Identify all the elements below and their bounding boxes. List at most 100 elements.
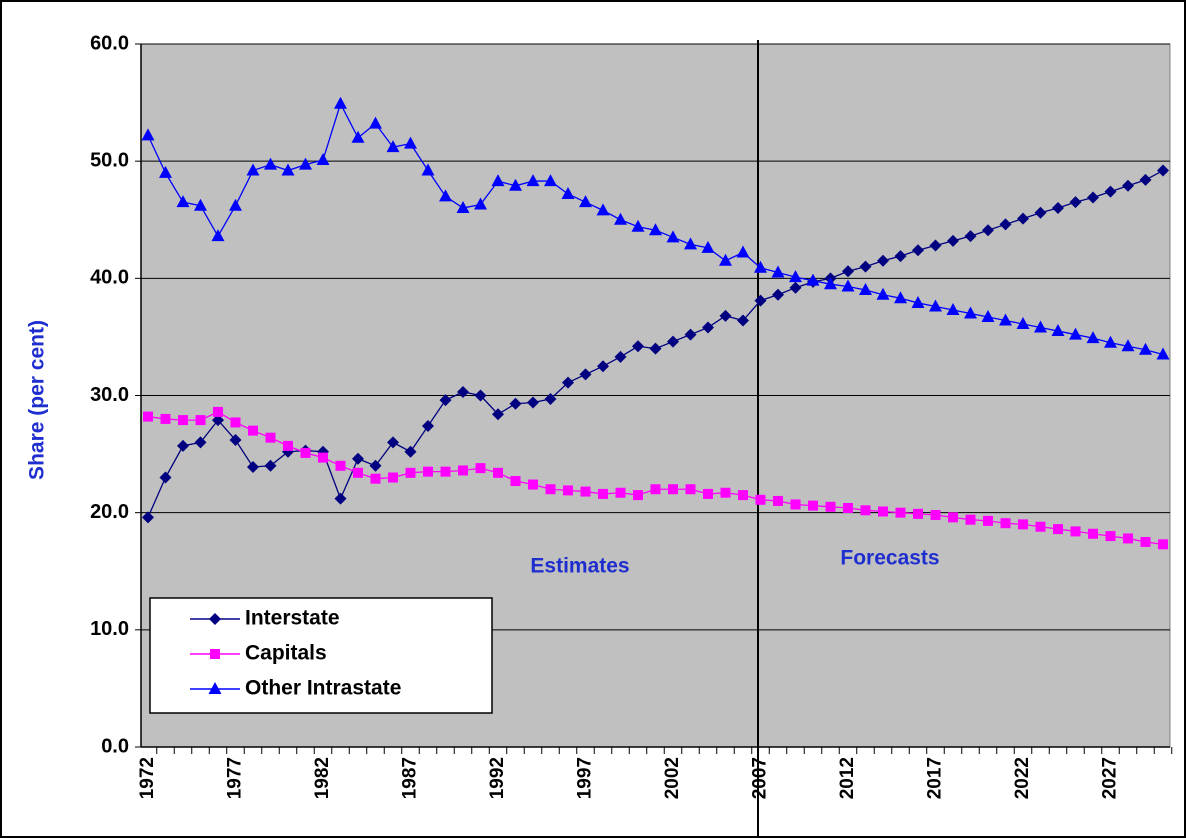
data-point <box>632 340 644 353</box>
data-point <box>491 174 505 187</box>
legend-label: Capitals <box>245 642 327 665</box>
data-point <box>369 459 382 472</box>
data-point <box>423 466 433 477</box>
data-point <box>300 447 311 458</box>
data-point <box>281 163 295 176</box>
data-point <box>1121 339 1135 352</box>
data-point <box>668 484 678 495</box>
data-point <box>1156 347 1170 360</box>
data-point <box>474 389 487 402</box>
data-point <box>1017 212 1029 225</box>
data-point <box>894 250 907 263</box>
data-point <box>1140 536 1151 547</box>
data-point <box>421 163 435 176</box>
data-point <box>265 432 276 443</box>
x-tick-label: 2002 <box>662 757 683 799</box>
data-point <box>527 396 539 409</box>
data-point <box>1139 342 1152 355</box>
data-point <box>895 507 906 518</box>
data-point <box>142 511 154 524</box>
data-point <box>1158 539 1168 550</box>
y-tick-label: 50.0 <box>90 149 129 171</box>
data-point <box>299 157 312 170</box>
data-point <box>1069 196 1082 209</box>
data-point <box>929 299 942 312</box>
data-point <box>1104 335 1117 348</box>
data-point <box>702 321 714 334</box>
data-point <box>194 198 207 211</box>
data-point <box>824 277 837 290</box>
data-point <box>264 459 277 472</box>
data-point <box>843 502 853 513</box>
legend-box <box>149 597 493 714</box>
data-point <box>649 223 662 236</box>
data-point <box>264 157 277 170</box>
data-point <box>806 273 820 286</box>
data-point <box>353 467 363 478</box>
data-point <box>474 197 487 210</box>
x-tick-label: 2007 <box>750 757 771 799</box>
data-point <box>580 486 591 497</box>
data-point <box>930 510 941 521</box>
data-point <box>911 295 925 308</box>
data-point <box>159 165 172 178</box>
x-tick-label: 1977 <box>225 757 246 799</box>
data-point <box>457 385 469 398</box>
data-point <box>771 265 785 278</box>
data-point <box>246 163 260 176</box>
data-point <box>510 476 521 487</box>
data-point <box>964 306 977 319</box>
data-point <box>773 495 783 506</box>
data-point <box>737 314 749 327</box>
x-tick-label: 1982 <box>312 757 333 799</box>
data-point <box>719 253 732 266</box>
data-point <box>631 219 645 232</box>
x-tick-label: 1987 <box>400 757 421 799</box>
data-point <box>229 434 242 447</box>
data-point <box>894 291 907 304</box>
x-tick-label: 1997 <box>575 757 596 799</box>
data-point <box>948 512 958 523</box>
legend-label: Other Intrastate <box>245 677 401 700</box>
data-point <box>684 328 697 341</box>
data-point <box>229 198 242 211</box>
data-point <box>458 465 468 476</box>
data-point <box>211 229 225 242</box>
data-point <box>1122 179 1134 192</box>
data-point <box>666 230 680 243</box>
data-point <box>859 260 872 273</box>
data-point <box>755 494 766 505</box>
data-point <box>667 335 679 348</box>
data-point <box>1123 533 1133 544</box>
data-point <box>351 130 365 143</box>
data-point <box>562 376 574 389</box>
data-point <box>545 484 556 495</box>
data-point <box>318 452 328 463</box>
legend-marker <box>210 649 220 659</box>
data-point <box>1088 528 1098 539</box>
data-point <box>1035 521 1046 532</box>
data-point <box>877 254 889 267</box>
x-tick-label: 1972 <box>137 757 158 799</box>
data-point <box>859 283 872 296</box>
data-point <box>143 411 153 422</box>
data-point <box>1034 320 1047 333</box>
data-point <box>878 506 888 517</box>
data-point <box>1016 317 1030 330</box>
data-point <box>633 490 643 501</box>
data-point <box>405 467 416 478</box>
data-point <box>703 488 713 499</box>
y-tick-label: 20.0 <box>90 501 129 523</box>
data-point <box>1086 331 1100 344</box>
data-point <box>141 128 155 141</box>
data-point <box>790 499 801 510</box>
data-point <box>615 487 626 498</box>
data-point <box>685 484 696 495</box>
data-point <box>386 140 400 153</box>
data-point <box>404 445 417 458</box>
data-point <box>194 436 207 449</box>
data-point <box>597 360 609 373</box>
data-point <box>1070 526 1081 537</box>
x-tick-label: 2017 <box>925 757 946 799</box>
data-point <box>316 152 330 165</box>
